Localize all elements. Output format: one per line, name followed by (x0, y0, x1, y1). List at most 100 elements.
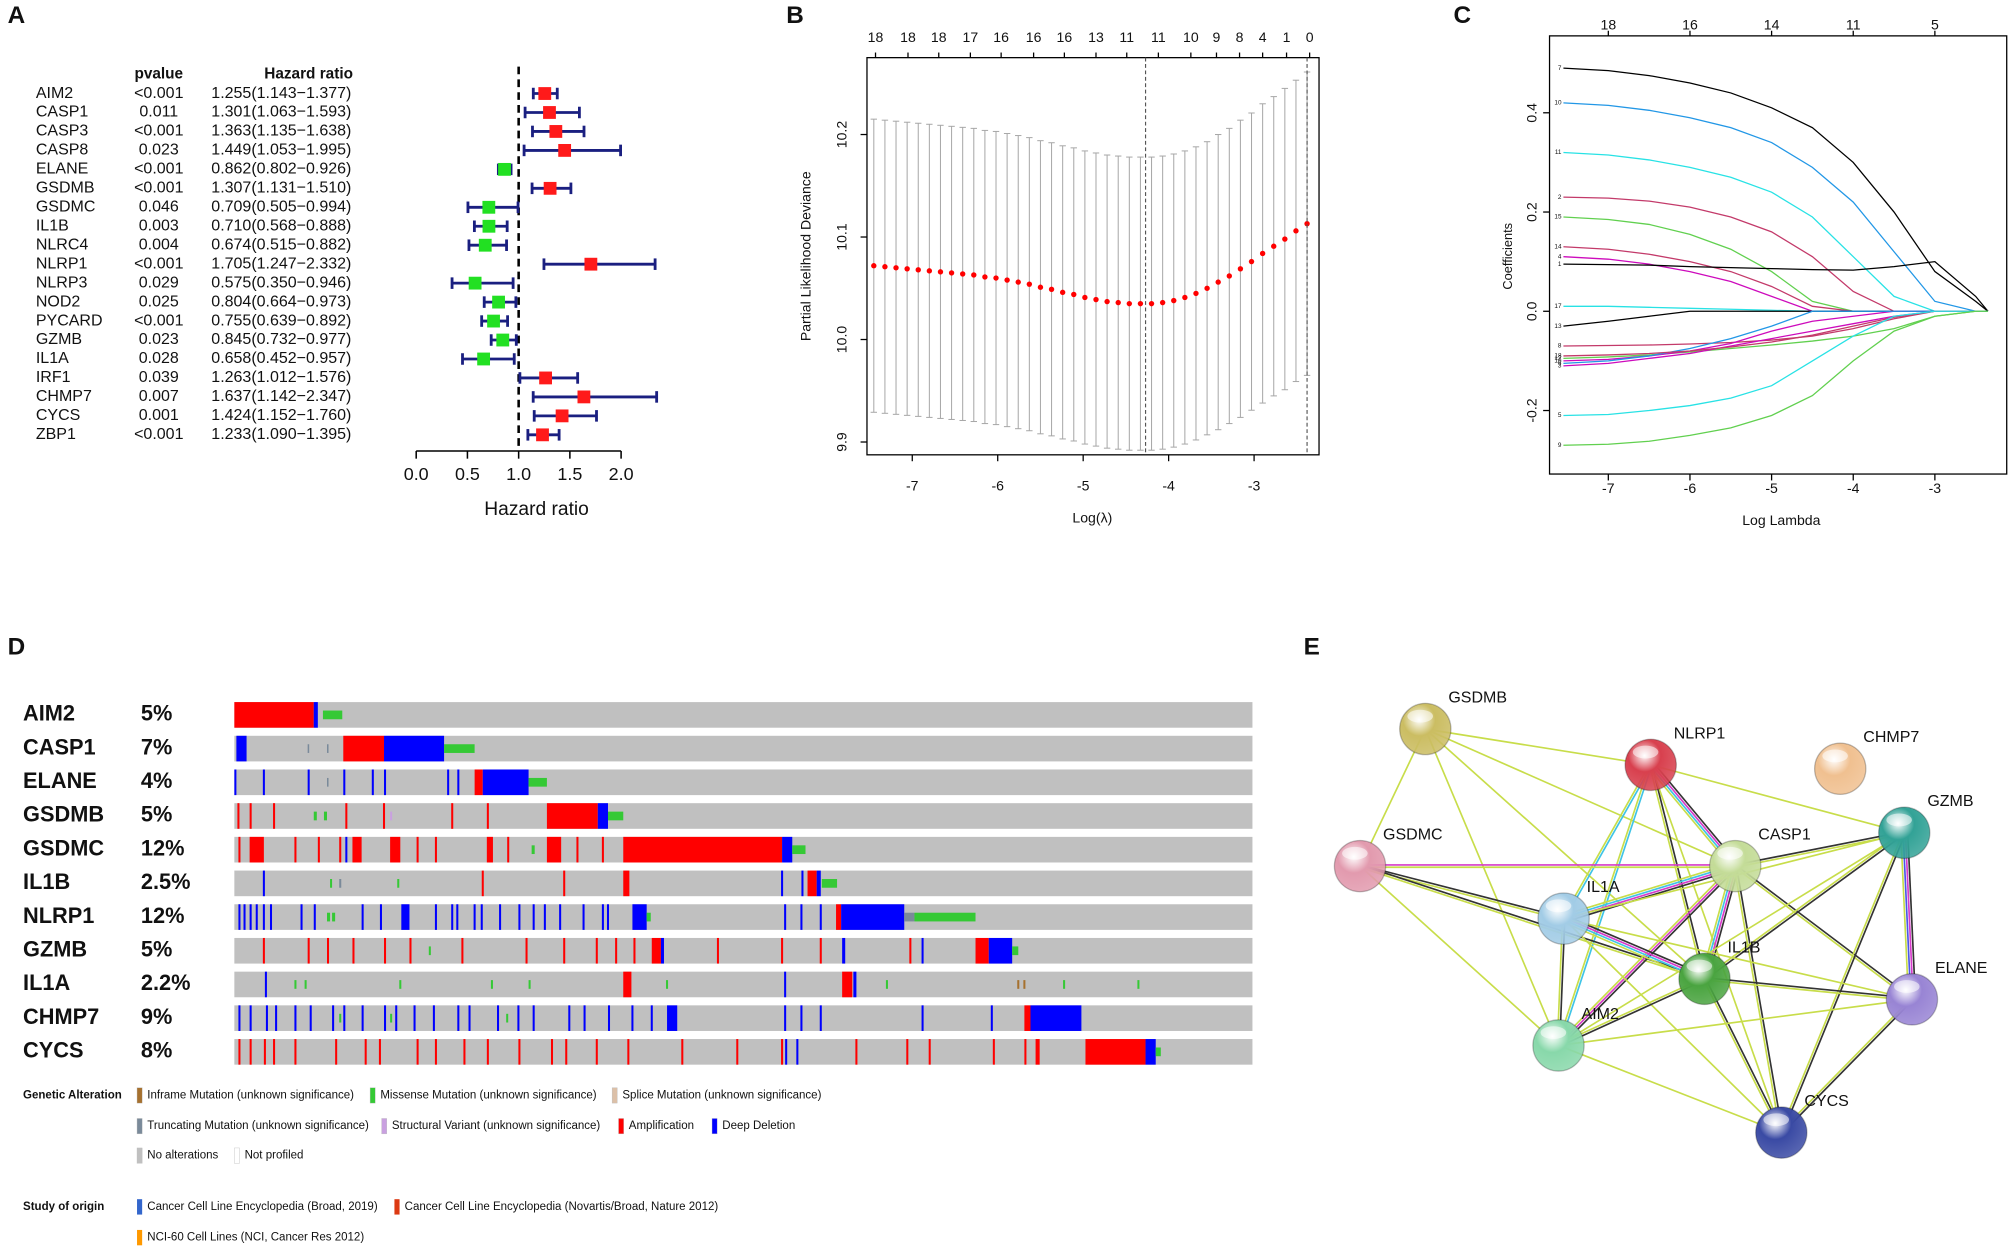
cv-point (1093, 296, 1099, 303)
cv-point (1048, 286, 1055, 292)
alteration (807, 870, 817, 897)
column-header: Hazard ratio (264, 65, 353, 82)
cv-point (982, 274, 988, 280)
cv-point (1226, 273, 1232, 279)
gene-label: ELANE (23, 768, 97, 793)
alteration (1017, 980, 1020, 989)
edge (1558, 998, 1913, 1047)
alteration (623, 870, 630, 897)
alteration (434, 904, 437, 930)
alteration (666, 980, 669, 989)
alteration (990, 1005, 993, 1031)
alteration (249, 803, 252, 829)
hr-marker (482, 219, 496, 233)
alteration (352, 836, 362, 863)
alteration (307, 769, 310, 796)
gene-label: IL1B (23, 869, 70, 894)
top-tick-label: 4 (1259, 29, 1267, 45)
alteration (249, 1005, 252, 1031)
node-label: IL1B (1728, 939, 1761, 956)
alteration (294, 980, 297, 989)
gene-label: CHMP7 (36, 388, 92, 405)
alteration (1063, 980, 1066, 989)
alteration (1012, 946, 1019, 956)
alteration (390, 836, 401, 863)
edge (1558, 832, 1905, 1047)
pvalue-label: 0.023 (139, 142, 179, 159)
alteration (623, 971, 632, 998)
alteration (921, 937, 924, 964)
gene-label: GZMB (36, 331, 82, 348)
x-tick-label: -4 (1162, 478, 1175, 494)
legend-swatch (611, 1087, 618, 1104)
hr-marker (584, 257, 598, 271)
cv-point (1248, 258, 1255, 265)
hr-label: 0.845(0.732−0.977) (211, 331, 351, 348)
edge (1779, 997, 1912, 1133)
gene-label: IRF1 (36, 369, 71, 386)
node-label: GZMB (1927, 793, 1973, 810)
track (234, 769, 1253, 796)
legend-label: Amplification (629, 1120, 694, 1132)
edge (1563, 765, 1653, 920)
gene-label: IL1A (23, 970, 70, 995)
alteration (262, 870, 265, 897)
alteration (434, 1039, 437, 1065)
top-tick-label: 18 (900, 29, 916, 45)
hr-label: 1.705(1.247−2.332) (211, 255, 351, 272)
hr-marker (498, 162, 511, 176)
hr-marker (543, 181, 557, 195)
legend-swatch (136, 1147, 143, 1164)
alteration (1024, 1005, 1031, 1031)
hr-marker (468, 276, 482, 290)
alteration (294, 836, 297, 863)
legend-swatch (137, 1229, 143, 1246)
node-gloss (1407, 709, 1434, 723)
alteration (397, 879, 400, 888)
y-tick-label: 10.2 (833, 121, 849, 149)
alteration (379, 904, 382, 930)
alteration (559, 904, 562, 930)
cv-point (871, 263, 877, 269)
alteration (784, 904, 787, 930)
gene-label: GSDMC (23, 835, 104, 860)
alteration (595, 937, 598, 964)
path-label: 16 (1554, 358, 1562, 365)
alteration (343, 769, 346, 796)
alteration (300, 904, 303, 930)
hr-label: 1.255(1.143−1.377) (211, 85, 351, 102)
alteration (481, 870, 484, 897)
edge (1558, 764, 1653, 1047)
cv-point (1259, 250, 1266, 257)
alteration (384, 769, 387, 796)
top-tick-label: 18 (1600, 16, 1616, 32)
pvalue-label: 0.023 (139, 331, 179, 348)
alteration (1023, 980, 1026, 989)
alteration (326, 744, 329, 753)
alteration (294, 1005, 297, 1031)
node-label: CASP1 (1758, 827, 1811, 844)
cv-point (1271, 243, 1277, 249)
alteration (307, 744, 310, 753)
x-axis-title: Log(λ) (1072, 510, 1112, 526)
alteration-percent: 12% (141, 903, 185, 928)
legend-title: Study of origin (23, 1201, 104, 1213)
y-axis-title: Coefficients (1500, 223, 1515, 290)
legend-label: Structural Variant (unknown significance… (392, 1120, 601, 1132)
x-axis-title: Log Lambda (1742, 512, 1820, 528)
alteration (482, 769, 529, 796)
node-label: ELANE (1935, 960, 1987, 977)
edge (1734, 830, 1905, 866)
cv-point (1104, 298, 1110, 305)
alteration (506, 1013, 509, 1023)
legend-swatch (394, 1199, 400, 1215)
alteration (906, 1039, 909, 1065)
panel-label: D (8, 634, 26, 661)
alteration (792, 845, 806, 855)
x-tick-label: 2.0 (609, 464, 634, 484)
cv-point (893, 265, 899, 271)
alteration (413, 1005, 416, 1031)
alteration (486, 836, 493, 863)
top-tick-label: 18 (868, 29, 884, 45)
top-tick-label: 10 (1183, 29, 1199, 45)
